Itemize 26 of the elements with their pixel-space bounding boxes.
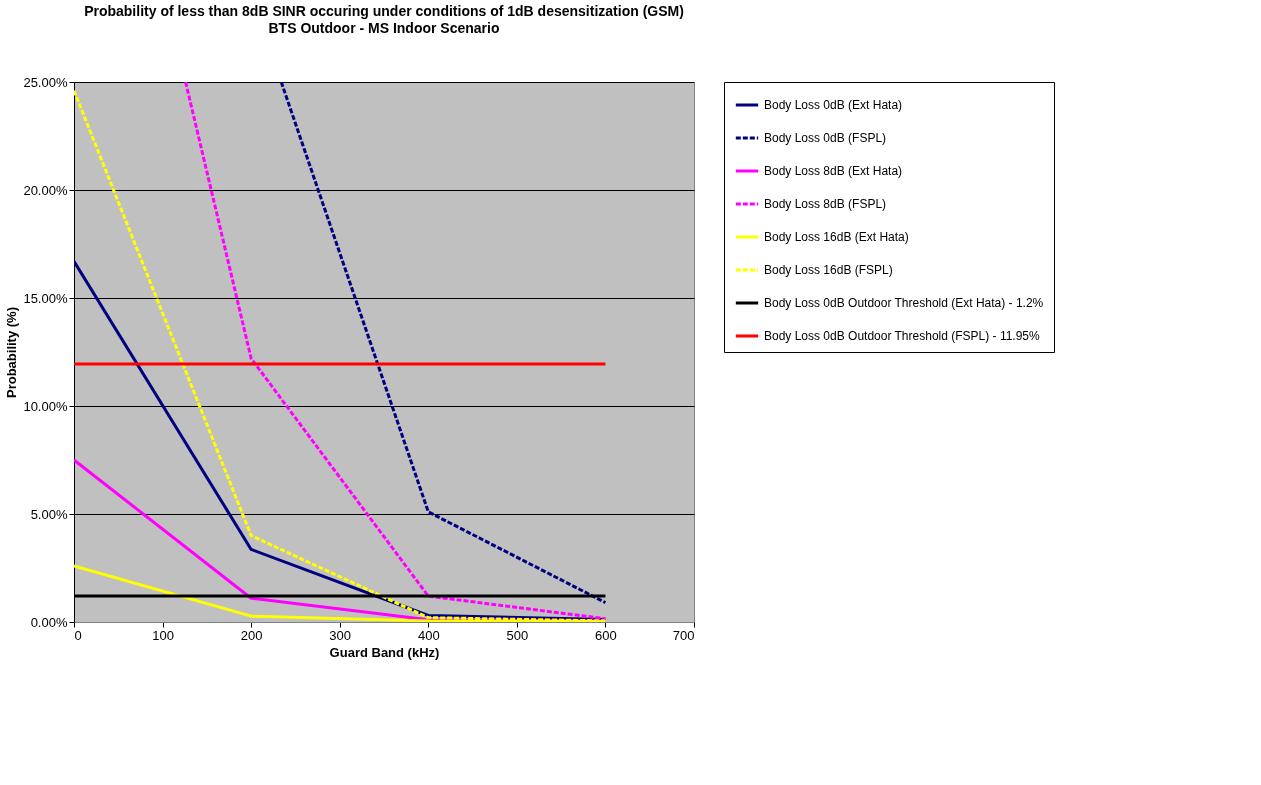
chart-subtitle: BTS Outdoor - MS Indoor Scenario bbox=[268, 20, 500, 36]
x-tick-label: 700 bbox=[672, 627, 695, 643]
x-tick-label: 300 bbox=[329, 627, 352, 643]
y-axis-title: Probability (%) bbox=[4, 306, 20, 399]
y-tick-label: 20.00% bbox=[23, 182, 68, 198]
legend-label: Body Loss 0dB (Ext Hata) bbox=[764, 98, 903, 112]
chart-title: Probability of less than 8dB SINR occuring under conditions of 1dB desensitization (GSM) bbox=[84, 3, 684, 19]
x-tick-label: 400 bbox=[417, 627, 440, 643]
legend-label: Body Loss 0dB Outdoor Threshold (FSPL) - 11.95% bbox=[764, 329, 1041, 343]
y-tick-label: 10.00% bbox=[23, 398, 68, 414]
legend-label: Body Loss 16dB (FSPL) bbox=[764, 263, 893, 277]
legend-label: Body Loss 8dB (Ext Hata) bbox=[764, 164, 903, 178]
legend-label: Body Loss 16dB (Ext Hata) bbox=[764, 230, 909, 244]
x-tick-label: 200 bbox=[240, 627, 263, 643]
legend-label: Body Loss 0dB (FSPL) bbox=[764, 131, 887, 145]
y-tick-label: 0.00% bbox=[30, 614, 68, 630]
y-tick-label: 25.00% bbox=[23, 74, 68, 90]
legend-label: Body Loss 8dB (FSPL) bbox=[764, 197, 887, 211]
x-tick-label: 0 bbox=[74, 627, 82, 643]
x-tick-label: 100 bbox=[152, 627, 174, 643]
x-tick-label: 500 bbox=[506, 627, 529, 643]
x-tick-label: 600 bbox=[595, 627, 617, 643]
x-axis-title: Guard Band (kHz) bbox=[329, 644, 440, 660]
legend-label: Body Loss 0dB Outdoor Threshold (Ext Hata) - 1.2% bbox=[764, 296, 1044, 310]
y-tick-label: 5.00% bbox=[30, 506, 68, 522]
y-tick-label: 15.00% bbox=[23, 290, 68, 306]
